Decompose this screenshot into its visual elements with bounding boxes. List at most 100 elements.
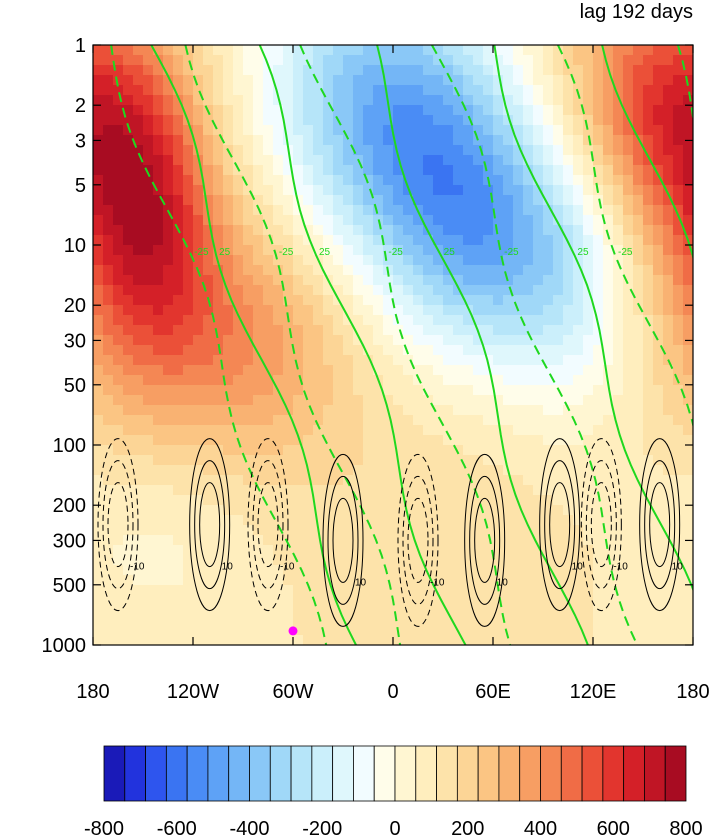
- field-cell: [313, 405, 324, 416]
- field-cell: [323, 225, 334, 236]
- field-cell: [163, 315, 174, 326]
- field-cell: [163, 385, 174, 396]
- field-cell: [273, 635, 284, 645]
- field-cell: [523, 155, 534, 166]
- field-cell: [503, 425, 514, 436]
- field-cell: [433, 565, 444, 576]
- field-cell: [163, 565, 174, 576]
- field-cell: [453, 585, 464, 596]
- field-cell: [343, 615, 354, 626]
- field-cell: [483, 165, 494, 176]
- field-cell: [113, 475, 124, 486]
- field-cell: [353, 515, 364, 526]
- field-cell: [153, 405, 164, 416]
- field-cell: [533, 165, 544, 176]
- field-cell: [543, 575, 554, 586]
- field-cell: [583, 175, 594, 186]
- field-cell: [503, 225, 514, 236]
- colorbar-swatch: [394, 745, 417, 802]
- field-cell: [323, 315, 334, 326]
- field-cell: [443, 475, 454, 486]
- field-cell: [313, 605, 324, 616]
- field-cell: [333, 265, 344, 276]
- field-cell: [453, 615, 464, 626]
- field-cell: [173, 285, 184, 296]
- field-cell: [333, 235, 344, 246]
- field-cell: [523, 335, 534, 346]
- field-cell: [233, 475, 244, 486]
- field-cell: [643, 335, 654, 346]
- field-cell: [463, 195, 474, 206]
- field-cell: [523, 565, 534, 576]
- field-cell: [563, 145, 574, 156]
- field-cell: [413, 215, 424, 226]
- field-cell: [343, 465, 354, 476]
- field-cell: [213, 425, 224, 436]
- field-cell: [663, 365, 674, 376]
- field-cell: [403, 95, 414, 106]
- field-cell: [423, 255, 434, 266]
- field-cell: [403, 315, 414, 326]
- field-cell: [533, 75, 544, 86]
- field-cell: [283, 55, 294, 66]
- field-cell: [353, 565, 364, 576]
- field-cell: [153, 535, 164, 546]
- field-cell: [453, 75, 464, 86]
- field-cell: [193, 325, 204, 336]
- field-cell: [183, 105, 194, 116]
- field-cell: [143, 395, 154, 406]
- field-cell: [243, 445, 254, 456]
- field-cell: [173, 485, 184, 496]
- field-cell: [503, 165, 514, 176]
- field-cell: [143, 185, 154, 196]
- field-cell: [543, 205, 554, 216]
- field-cell: [603, 125, 614, 136]
- field-cell: [553, 565, 564, 576]
- field-cell: [653, 315, 664, 326]
- field-cell: [623, 75, 634, 86]
- field-cell: [333, 585, 344, 596]
- field-cell: [623, 535, 634, 546]
- field-cell: [333, 545, 344, 556]
- field-cell: [183, 425, 194, 436]
- field-cell: [123, 65, 134, 76]
- field-cell: [223, 105, 234, 116]
- field-cell: [463, 265, 474, 276]
- field-cell: [373, 135, 384, 146]
- field-cell: [133, 95, 144, 106]
- field-cell: [563, 525, 574, 536]
- field-cell: [403, 85, 414, 96]
- field-cell: [423, 125, 434, 136]
- field-cell: [113, 255, 124, 266]
- field-cell: [333, 395, 344, 406]
- field-cell: [583, 355, 594, 366]
- field-cell: [603, 175, 614, 186]
- field-cell: [93, 525, 104, 536]
- field-cell: [233, 595, 244, 606]
- field-cell: [283, 565, 294, 576]
- field-cell: [103, 235, 114, 246]
- field-cell: [123, 105, 134, 116]
- field-cell: [673, 255, 684, 266]
- field-cell: [393, 185, 404, 196]
- field-cell: [163, 515, 174, 526]
- field-cell: [313, 625, 324, 636]
- field-cell: [163, 595, 174, 606]
- field-cell: [513, 385, 524, 396]
- field-cell: [113, 155, 124, 166]
- field-cell: [143, 455, 154, 466]
- field-cell: [153, 355, 164, 366]
- field-cell: [123, 615, 134, 626]
- field-cell: [193, 605, 204, 616]
- field-cell: [253, 65, 264, 76]
- colorbar-tick-label: 0: [389, 818, 400, 838]
- field-cell: [663, 255, 674, 266]
- field-cell: [543, 75, 554, 86]
- field-cell: [183, 605, 194, 616]
- field-cell: [493, 345, 504, 356]
- field-cell: [673, 155, 684, 166]
- field-cell: [123, 285, 134, 296]
- field-cell: [303, 115, 314, 126]
- field-cell: [393, 145, 404, 156]
- field-cell: [593, 515, 604, 526]
